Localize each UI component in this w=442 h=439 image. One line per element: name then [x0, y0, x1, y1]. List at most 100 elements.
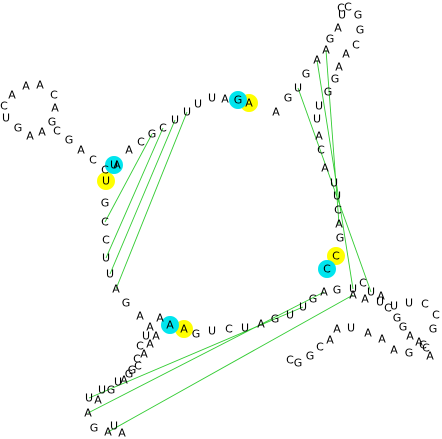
- nucleotide-label: C: [332, 250, 340, 263]
- nucleotide-label: G: [234, 94, 243, 107]
- nucleotide-label: C: [159, 122, 167, 135]
- nucleotide-label: A: [77, 144, 85, 157]
- nucleotide-label: A: [426, 350, 434, 363]
- nucleotide-label: G: [192, 328, 201, 341]
- nucleotide-label: A: [8, 89, 16, 102]
- nucleotide-label: U: [208, 325, 216, 338]
- nucleotide-label: U: [110, 420, 118, 433]
- yellow-highlight-marker: [97, 172, 115, 190]
- nucleotide-label: C: [323, 263, 331, 276]
- nucleotide-label: A: [257, 318, 265, 331]
- nucleotide-label: U: [194, 98, 202, 111]
- nucleotide-label: A: [113, 159, 121, 172]
- nucleotide-label: A: [136, 310, 144, 323]
- nucleotide-label: C: [225, 323, 233, 336]
- base-pair-line: [87, 291, 325, 414]
- nucleotide-label: C: [53, 125, 61, 138]
- nucleotide-label: A: [140, 348, 148, 361]
- nucleotide-label: A: [313, 54, 321, 67]
- nucleotide-label: C: [286, 354, 294, 367]
- nucleotide-label: U: [347, 322, 355, 335]
- highlight-markers: [97, 91, 345, 338]
- base-pair-line: [107, 294, 354, 433]
- nucleotide-label: C: [419, 339, 427, 352]
- nucleotide-label: C: [101, 164, 109, 177]
- nucleotide-label: U: [106, 268, 114, 281]
- nucleotide-label: C: [344, 1, 352, 14]
- nucleotide-label: U: [241, 322, 249, 335]
- nucleotide-label: G: [354, 9, 363, 22]
- cyan-highlight-marker: [318, 260, 336, 278]
- nucleotide-label: C: [422, 342, 430, 355]
- nucleotide-label: U: [330, 177, 338, 190]
- cyan-highlight-marker: [161, 316, 179, 334]
- nucleotide-label: A: [94, 394, 102, 407]
- nucleotide-label: A: [333, 323, 341, 336]
- nucleotide-label: U: [110, 159, 118, 172]
- nucleotide-label: G: [356, 24, 365, 37]
- nucleotide-label: G: [324, 86, 333, 99]
- nucleotide-label: A: [364, 327, 372, 340]
- nucleotide-label: G: [399, 321, 408, 334]
- nucleotide-label: U: [98, 384, 106, 397]
- nucleotide-label: G: [65, 134, 74, 147]
- nucleotide-label: G: [294, 357, 303, 370]
- base-pair-connectors: [87, 49, 372, 433]
- nucleotide-label: A: [120, 374, 128, 387]
- nucleotide-label: G: [48, 116, 57, 129]
- nucleotide-label: U: [367, 286, 375, 299]
- nucleotide-label: C: [352, 39, 360, 52]
- yellow-highlight-marker: [327, 247, 345, 265]
- nucleotide-label: U: [102, 175, 110, 188]
- nucleotide-label: C: [317, 144, 325, 157]
- nucleotide-label: G: [331, 73, 340, 86]
- nucleotide-label: A: [245, 97, 253, 110]
- nucleotide-label: G: [302, 68, 311, 81]
- cyan-highlight-marker: [105, 156, 123, 174]
- nucleotide-label: U: [390, 300, 398, 313]
- nucleotide-label: G: [122, 297, 131, 310]
- nucleotide-label: A: [180, 323, 188, 336]
- nucleotide-label: A: [26, 130, 34, 143]
- nucleotide-label: U: [183, 106, 191, 119]
- nucleotide-label: G: [125, 368, 134, 381]
- nucleotide-label: U: [2, 112, 10, 125]
- base-pair-line: [297, 87, 372, 293]
- nucleotide-label: A: [322, 44, 330, 57]
- nucleotide-label: G: [90, 422, 99, 435]
- nucleotide-label: A: [104, 426, 112, 439]
- nucleotide-label: A: [156, 312, 164, 325]
- nucleotide-label: G: [336, 232, 345, 245]
- nucleotide-label: C: [136, 340, 144, 353]
- nucleotide-label: G: [306, 350, 315, 363]
- nucleotide-label: U: [405, 297, 413, 310]
- nucleotide-label: G: [14, 122, 23, 135]
- nucleotide-label: A: [112, 283, 120, 296]
- nucleotide-label: U: [313, 113, 321, 126]
- nucleotide-label: U: [286, 309, 294, 322]
- nucleotide-label: C: [384, 302, 392, 315]
- nucleotide-label: C: [101, 216, 109, 229]
- nucleotide-label: A: [36, 79, 44, 92]
- nucleotide-label: C: [334, 204, 342, 217]
- base-pair-line: [104, 133, 153, 223]
- nucleotide-label: A: [84, 407, 92, 420]
- nucleotide-label: A: [349, 289, 357, 302]
- nucleotide-label: C: [137, 136, 145, 149]
- nucleotide-label: C: [89, 154, 97, 167]
- nucleotide-label: A: [38, 126, 46, 139]
- nucleotide-label: U: [171, 114, 179, 127]
- nucleotide-label: U: [299, 301, 307, 314]
- nucleotide-label: U: [208, 92, 216, 105]
- nucleotide-label: A: [272, 106, 280, 119]
- base-pair-line: [109, 119, 176, 275]
- nucleotide-label: G: [271, 313, 280, 326]
- nucleotide-label: A: [146, 338, 154, 351]
- nucleotide-label: G: [393, 312, 402, 325]
- nucleotide-label: U: [333, 190, 341, 203]
- nucleotide-label: G: [148, 128, 157, 141]
- nucleotide-label: A: [361, 293, 369, 306]
- nucleotide-label: G: [309, 293, 318, 306]
